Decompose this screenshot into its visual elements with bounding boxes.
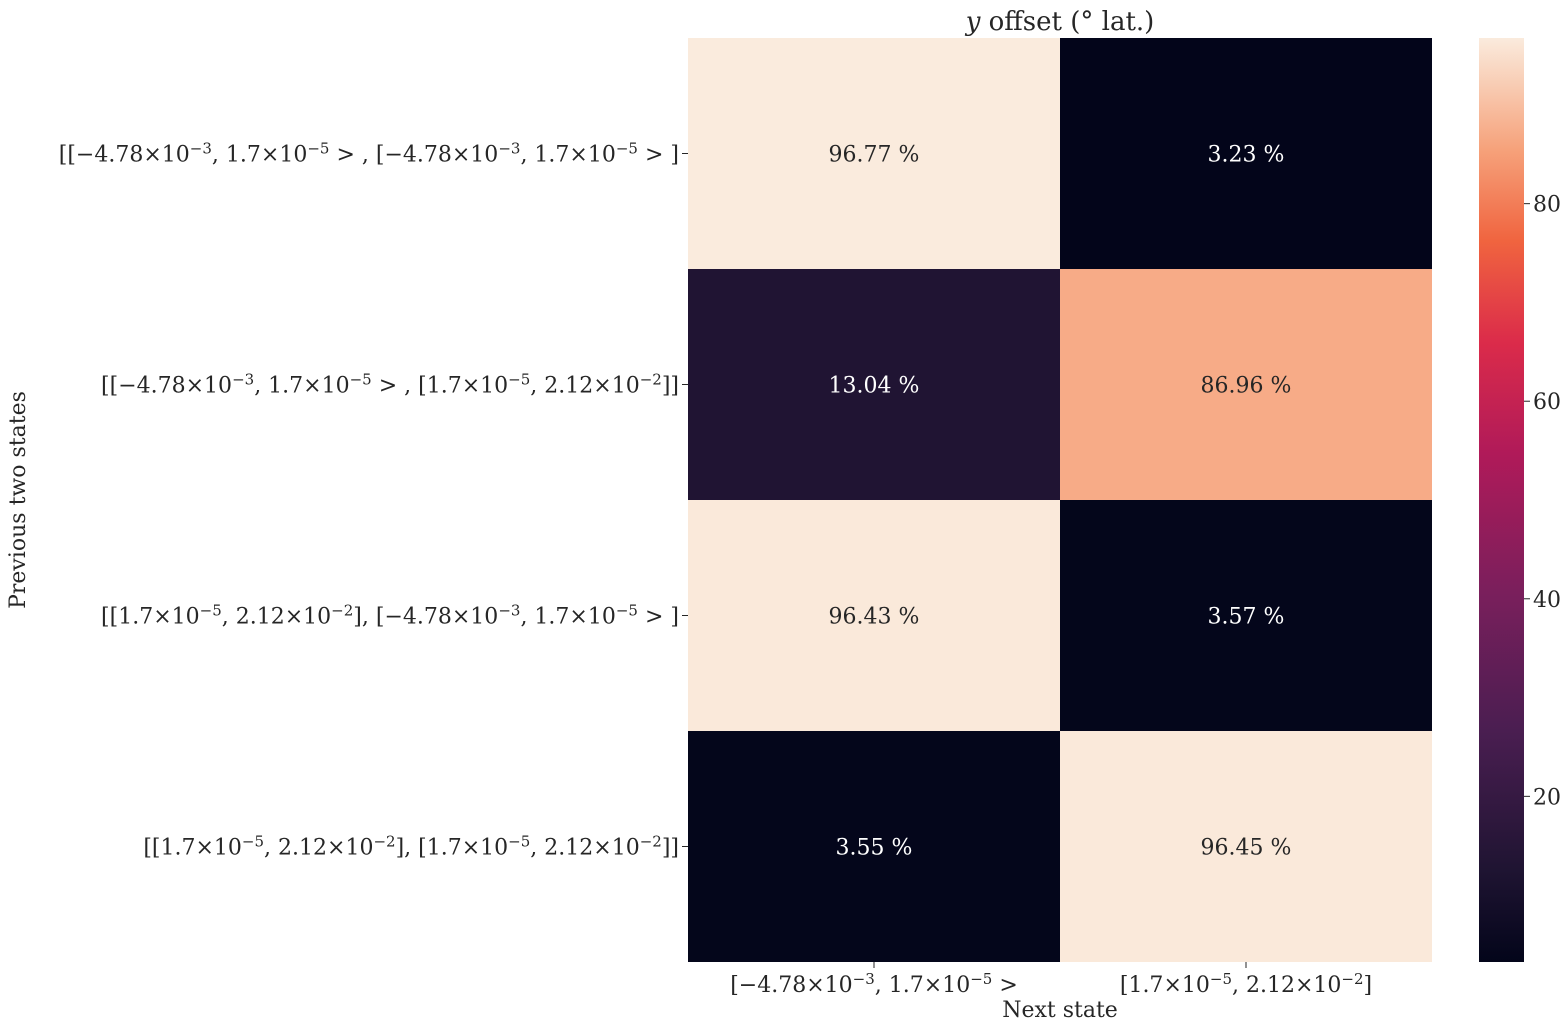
cell-value-label: 96.43 %: [829, 605, 920, 630]
cell-value-label: 13.04 %: [829, 374, 920, 399]
heatmap-cells: 96.77 % 3.23 % 13.04 % 86.96 % 96.43 % 3.57 %…: [688, 38, 1432, 962]
heatmap-cell: [688, 269, 1060, 500]
x-tick-label: [1.7×10−5, 2.12×10−2]: [1120, 970, 1372, 998]
colorbar-ticks: 20 40 60 80: [1524, 193, 1561, 810]
colorbar-tick-label: 40: [1533, 588, 1561, 613]
cell-value-label: 96.77 %: [829, 143, 920, 168]
colorbar-tick-label: 60: [1533, 390, 1561, 415]
heatmap-cell: [688, 731, 1060, 962]
cell-value-label: 96.45 %: [1201, 836, 1292, 861]
cell-value-label: 3.57 %: [1208, 605, 1285, 630]
y-tick-label: [[1.7×10−5, 2.12×10−2], [−4.78×10−3, 1.7…: [101, 602, 679, 630]
cell-value-label: 3.23 %: [1208, 143, 1285, 168]
heatmap-cell: [1060, 269, 1432, 500]
cell-value-label: 86.96 %: [1201, 374, 1292, 399]
y-tick-label: [[−4.78×10−3, 1.7×10−5 > , [1.7×10−5, 2.…: [101, 371, 679, 399]
colorbar-tick-label: 80: [1533, 193, 1561, 218]
heatmap-cell: [1060, 731, 1432, 962]
y-tick-labels: [[−4.78×10−3, 1.7×10−5 > , [−4.78×10−3, …: [59, 140, 688, 861]
y-axis-label: Previous two states: [6, 391, 31, 609]
colorbar: 20 40 60 80: [1479, 38, 1561, 962]
heatmap-cell: [1060, 38, 1432, 269]
heatmap-cell: [688, 38, 1060, 269]
x-axis-label: Next state: [1002, 998, 1118, 1023]
heatmap-cell: [1060, 500, 1432, 731]
colorbar-tick-label: 20: [1533, 785, 1561, 810]
x-tick-labels: [−4.78×10−3, 1.7×10−5 > [1.7×10−5, 2.12×1…: [730, 962, 1372, 998]
heatmap-cell: [688, 500, 1060, 731]
colorbar-gradient: [1479, 38, 1524, 962]
chart-title: y offset (° lat.): [965, 7, 1155, 37]
x-tick-label: [−4.78×10−3, 1.7×10−5 >: [730, 970, 1018, 998]
cell-value-label: 3.55 %: [836, 836, 913, 861]
y-tick-label: [[−4.78×10−3, 1.7×10−5 > , [−4.78×10−3, …: [59, 140, 679, 168]
y-tick-label: [[1.7×10−5, 2.12×10−2], [1.7×10−5, 2.12×…: [143, 833, 679, 861]
